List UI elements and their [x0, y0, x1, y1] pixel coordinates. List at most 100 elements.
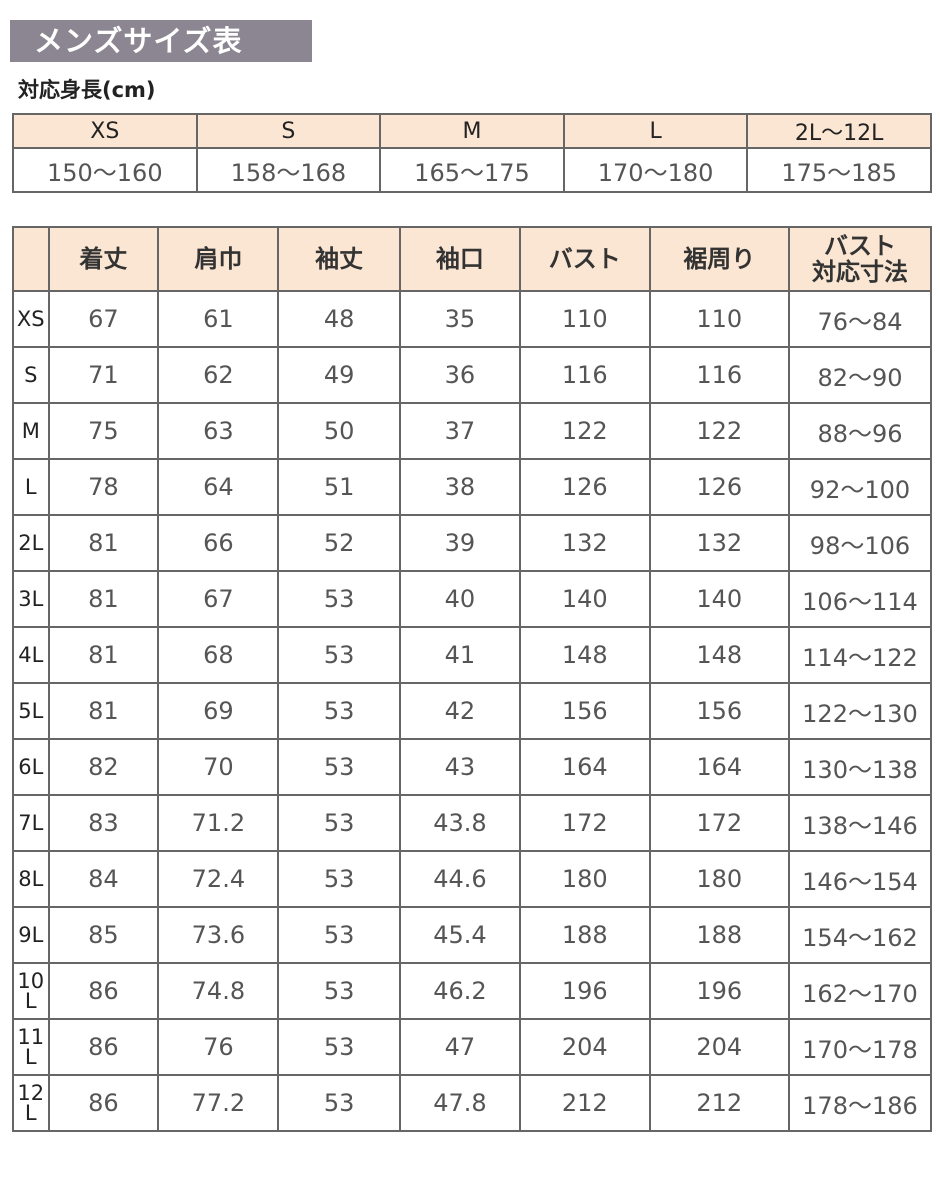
size-value-cell: 84	[47, 850, 160, 908]
size-value-cell: 180	[648, 850, 790, 908]
size-value-cell: 53	[277, 850, 401, 908]
height-range-cell: 170〜180	[562, 147, 749, 193]
size-label: 12L	[12, 1074, 50, 1132]
size-value-cell: 98〜106	[787, 514, 933, 572]
size-value-cell: 75	[47, 402, 160, 460]
size-value-cell: 148	[518, 626, 651, 684]
size-value-cell: 67	[157, 570, 280, 628]
height-table: XS S M L 2L〜12L 150〜160 158〜168 165〜175 170〜180…	[12, 113, 932, 193]
size-value-cell: 110	[518, 290, 651, 348]
size-value-cell: 86	[47, 1074, 160, 1132]
table-row: 11L 86 76 53 47 204 204 170〜178	[12, 1018, 933, 1076]
size-value-cell: 83	[47, 794, 160, 852]
size-value-cell: 49	[277, 346, 401, 404]
size-label: 11L	[12, 1018, 50, 1076]
size-value-cell: 53	[277, 1074, 401, 1132]
size-value-cell: 88〜96	[787, 402, 933, 460]
size-value-cell: 48	[277, 290, 401, 348]
size-value-cell: 53	[277, 570, 401, 628]
table-row: 4L 81 68 53 41 148 148 114〜122	[12, 626, 933, 684]
size-value-cell: 76	[157, 1018, 280, 1076]
size-value-cell: 47.8	[398, 1074, 521, 1132]
size-value-cell: 71	[47, 346, 160, 404]
size-value-cell: 43	[398, 738, 521, 796]
table-row: 6L 82 70 53 43 164 164 130〜138	[12, 738, 933, 796]
size-value-cell: 63	[157, 402, 280, 460]
size-label: 5L	[12, 682, 50, 740]
size-value-cell: 38	[398, 458, 521, 516]
size-value-cell: 126	[518, 458, 651, 516]
height-range-cell: 150〜160	[12, 147, 198, 193]
size-value-cell: 122〜130	[787, 682, 933, 740]
size-value-cell: 53	[277, 1018, 401, 1076]
size-value-cell: 170〜178	[787, 1018, 933, 1076]
size-value-cell: 40	[398, 570, 521, 628]
table-row: 9L 85 73.6 53 45.4 188 188 154〜162	[12, 906, 933, 964]
table-row: 8L 84 72.4 53 44.6 180 180 146〜154	[12, 850, 933, 908]
size-value-cell: 154〜162	[787, 906, 933, 964]
size-value-cell: 71.2	[157, 794, 280, 852]
page-title: メンズサイズ表	[10, 20, 312, 62]
size-label: M	[12, 402, 50, 460]
size-label: 6L	[12, 738, 50, 796]
size-value-cell: 126	[648, 458, 790, 516]
column-header: 肩巾	[157, 226, 280, 292]
size-value-cell: 69	[157, 682, 280, 740]
size-value-cell: 86	[47, 962, 160, 1020]
size-value-cell: 122	[648, 402, 790, 460]
size-value-cell: 116	[518, 346, 651, 404]
size-value-cell: 51	[277, 458, 401, 516]
size-label: 7L	[12, 794, 50, 852]
size-value-cell: 36	[398, 346, 521, 404]
height-range-cell: 158〜168	[195, 147, 382, 193]
size-label: 4L	[12, 626, 50, 684]
height-size-header: L	[562, 113, 749, 149]
size-value-cell: 41	[398, 626, 521, 684]
height-size-header: 2L〜12L	[746, 113, 932, 149]
size-value-cell: 81	[47, 626, 160, 684]
table-row: 2L 81 66 52 39 132 132 98〜106	[12, 514, 933, 572]
size-value-cell: 204	[648, 1018, 790, 1076]
size-value-cell: 42	[398, 682, 521, 740]
size-value-cell: 92〜100	[787, 458, 933, 516]
size-value-cell: 52	[277, 514, 401, 572]
size-value-cell: 140	[648, 570, 790, 628]
size-value-cell: 196	[518, 962, 651, 1020]
size-value-cell: 172	[518, 794, 651, 852]
size-value-cell: 61	[157, 290, 280, 348]
size-value-cell: 53	[277, 682, 401, 740]
size-value-cell: 35	[398, 290, 521, 348]
size-value-cell: 162〜170	[787, 962, 933, 1020]
height-label: 対応身長(cm)	[18, 78, 156, 102]
size-value-cell: 178〜186	[787, 1074, 933, 1132]
size-value-cell: 70	[157, 738, 280, 796]
column-header: 裾周り	[648, 226, 790, 292]
column-header	[12, 226, 50, 292]
size-value-cell: 106〜114	[787, 570, 933, 628]
size-value-cell: 138〜146	[787, 794, 933, 852]
size-value-cell: 148	[648, 626, 790, 684]
height-size-header: XS	[12, 113, 198, 149]
size-value-cell: 188	[648, 906, 790, 964]
size-value-cell: 66	[157, 514, 280, 572]
size-value-cell: 132	[648, 514, 790, 572]
column-header: バスト 対応寸法	[787, 226, 933, 292]
size-value-cell: 72.4	[157, 850, 280, 908]
size-value-cell: 122	[518, 402, 651, 460]
size-value-cell: 82〜90	[787, 346, 933, 404]
size-value-cell: 78	[47, 458, 160, 516]
size-value-cell: 81	[47, 682, 160, 740]
table-row: 12L 86 77.2 53 47.8 212 212 178〜186	[12, 1074, 933, 1132]
size-label: 9L	[12, 906, 50, 964]
size-value-cell: 53	[277, 794, 401, 852]
height-range-cell: 175〜185	[746, 147, 932, 193]
size-value-cell: 86	[47, 1018, 160, 1076]
size-table: 着丈 肩巾 袖丈 袖口 バスト 裾周り バスト 対応寸法 XS 67 61 48 35 110 110 7…	[12, 226, 933, 1132]
size-value-cell: 132	[518, 514, 651, 572]
size-value-cell: 37	[398, 402, 521, 460]
size-value-cell: 114〜122	[787, 626, 933, 684]
table-row: 3L 81 67 53 40 140 140 106〜114	[12, 570, 933, 628]
size-value-cell: 62	[157, 346, 280, 404]
size-value-cell: 50	[277, 402, 401, 460]
size-value-cell: 73.6	[157, 906, 280, 964]
